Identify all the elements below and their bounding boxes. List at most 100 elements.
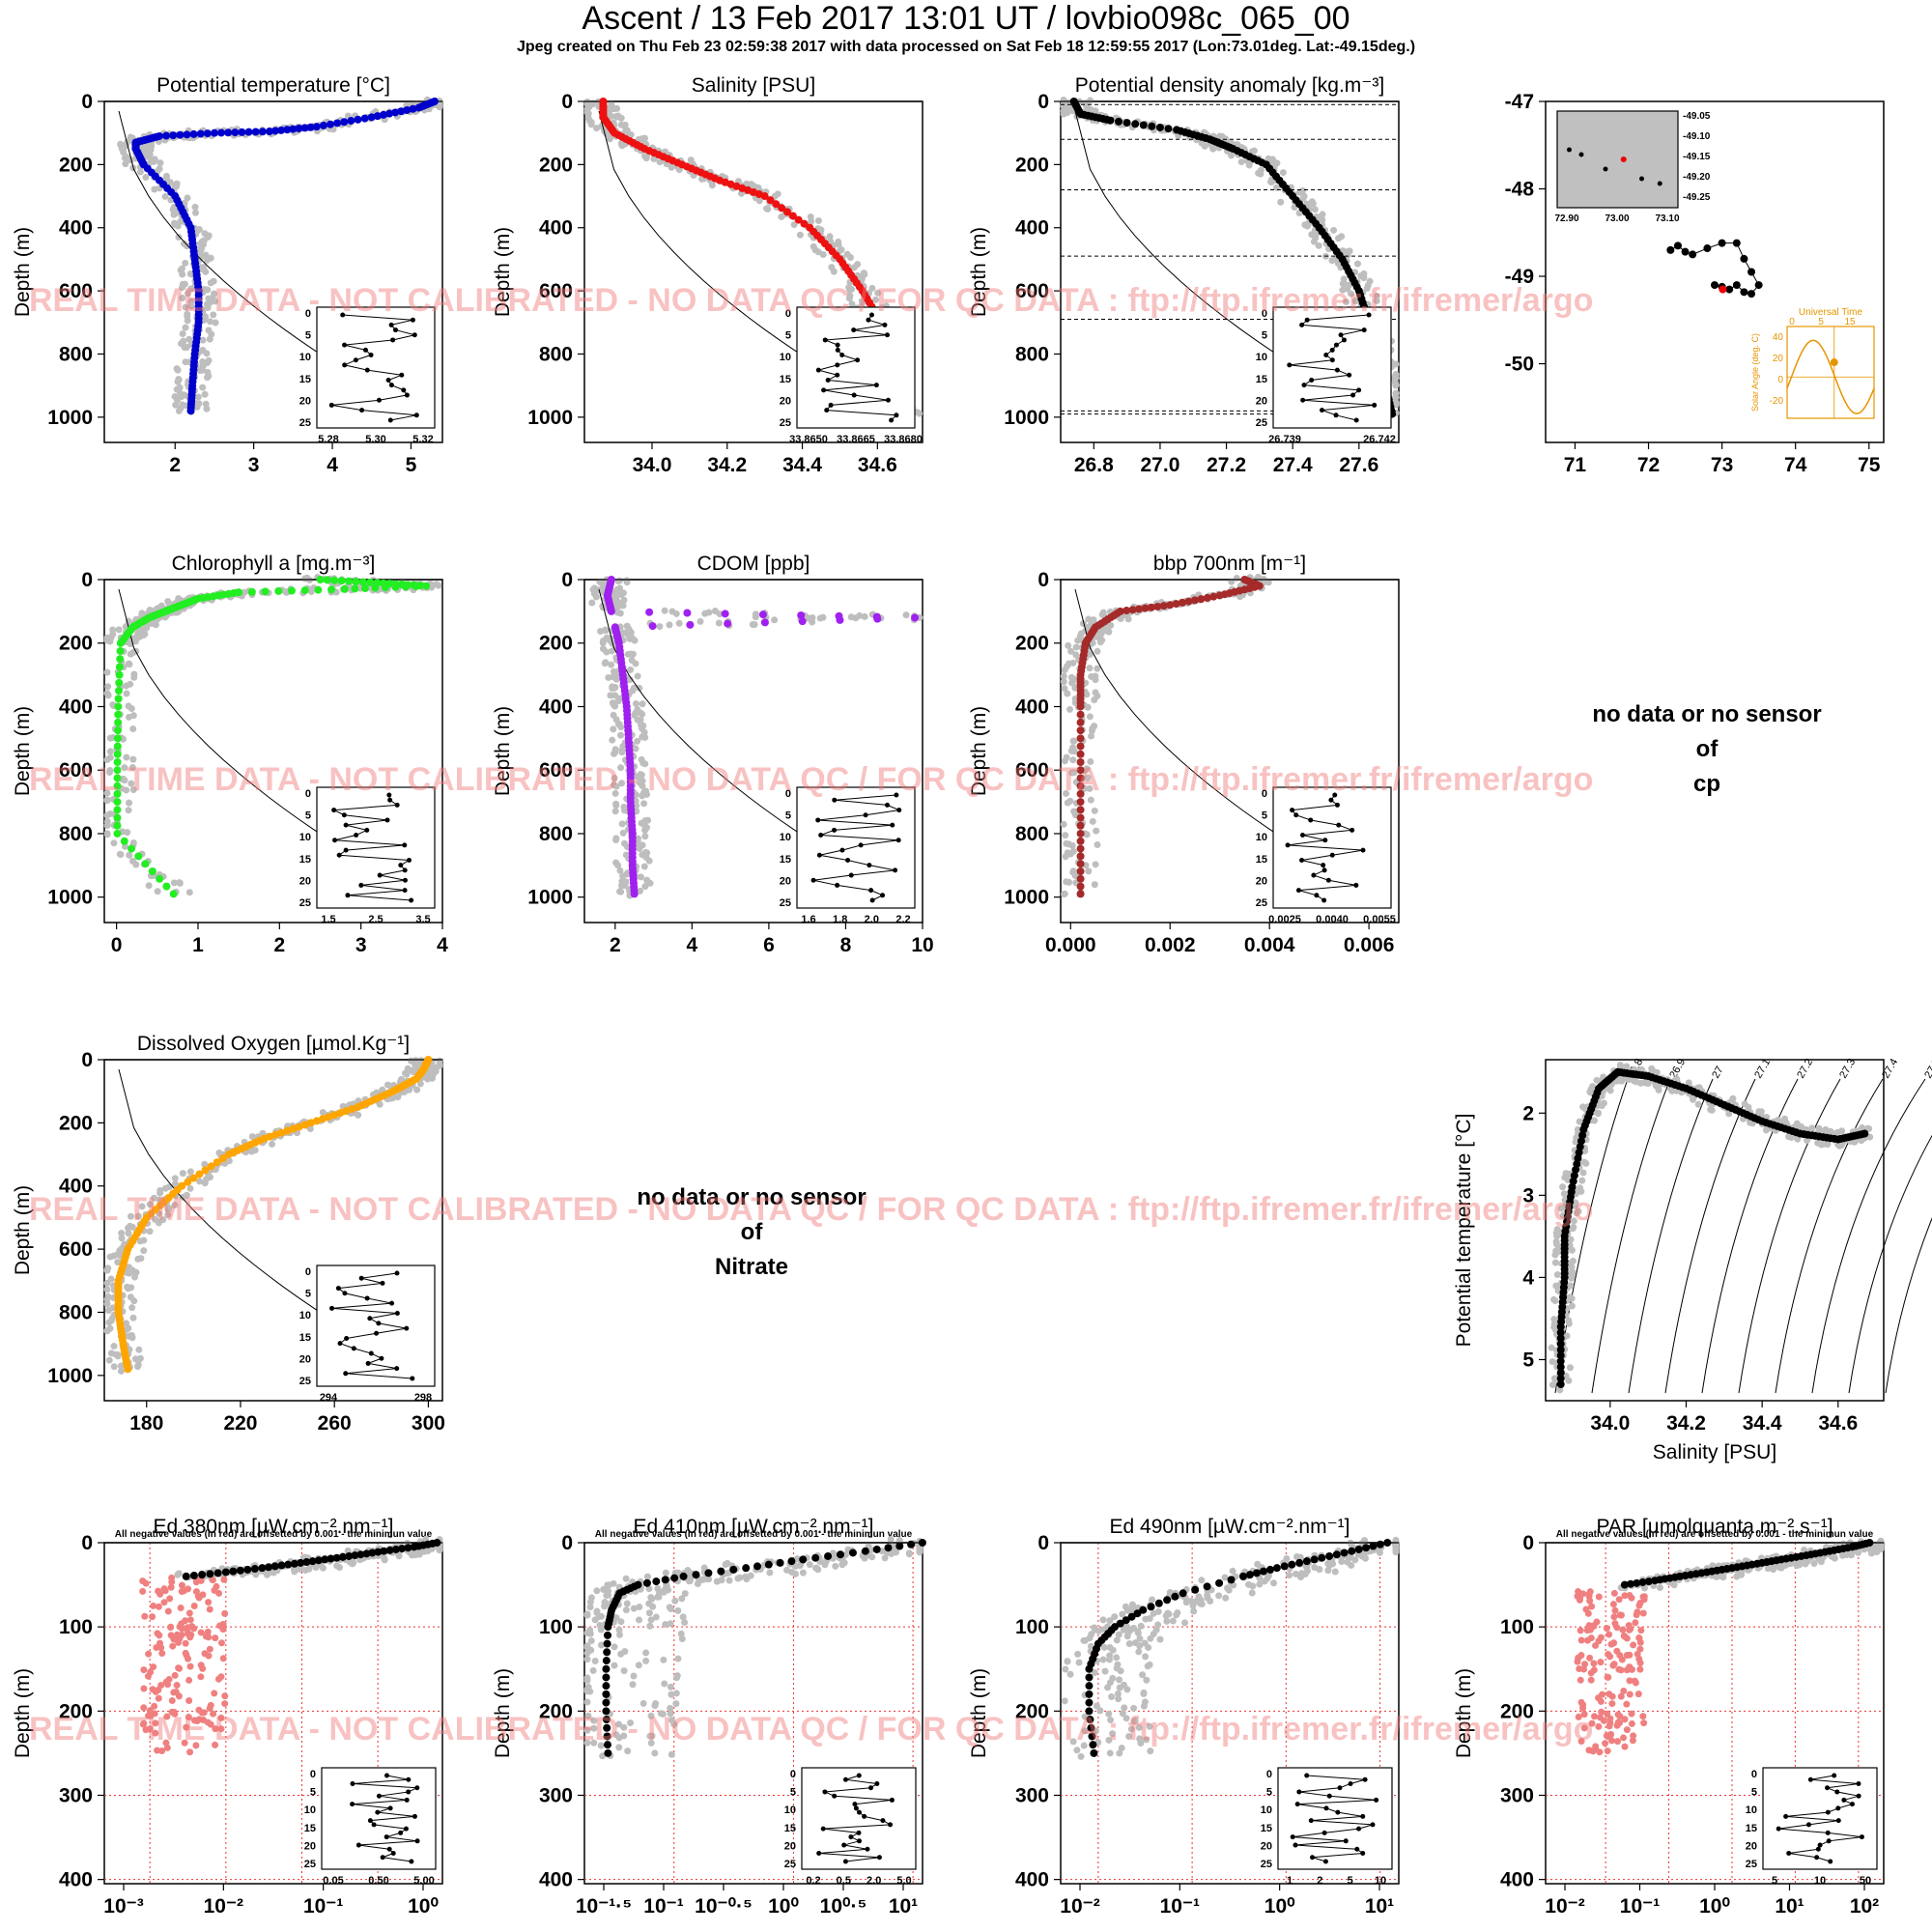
oxy-inset-xtick-label: 298 xyxy=(414,1392,432,1404)
ed380-negative-point xyxy=(160,1599,168,1606)
ed380-negative-point xyxy=(158,1649,166,1657)
ed380-negative-point xyxy=(163,1744,171,1751)
temp-profile-point xyxy=(327,120,335,128)
sal-history-point xyxy=(764,205,772,213)
ed380-negative-point xyxy=(153,1643,160,1651)
cdom-profile-point xyxy=(607,607,615,615)
dens-inset-ytick-label: 20 xyxy=(1256,395,1267,407)
oxy-history-point xyxy=(155,1219,162,1227)
chl-history-point xyxy=(121,764,128,772)
sal-profile-point xyxy=(778,204,786,213)
temp-profile-point xyxy=(289,125,298,133)
cdom-history-point xyxy=(640,863,648,870)
temp-profile-point xyxy=(333,119,342,128)
solar-ytick-label: -20 xyxy=(1770,396,1784,407)
ts-history-point xyxy=(1575,1208,1582,1215)
solar-xtick-label: 5 xyxy=(1818,317,1824,327)
oxy-history-point xyxy=(117,1367,125,1375)
sal-inset-segment xyxy=(867,314,872,321)
dens-history-point xyxy=(1392,381,1400,388)
bbp-history-point xyxy=(1060,820,1067,828)
traj-xtick-label: 74 xyxy=(1784,454,1807,476)
dens-history-point xyxy=(1342,298,1350,305)
sal-history-point xyxy=(835,238,842,245)
sal-inset-ytick-label: 0 xyxy=(785,308,791,320)
dens-history-point xyxy=(1299,186,1307,194)
dens-history-point xyxy=(1330,226,1338,234)
temp-history-point xyxy=(202,268,210,275)
ed410-history-point xyxy=(887,1536,895,1544)
traj-panel: 71 72 73 74 75-47-48-49-50-49.05-49.10-49.15… xyxy=(1505,91,1885,476)
traj-inset-xtick-label: 73.10 xyxy=(1655,213,1679,224)
temp-profile-point xyxy=(196,129,205,138)
bbp-profile-point xyxy=(1076,774,1085,782)
chl-profile-point xyxy=(114,695,123,703)
ts-history-point xyxy=(1600,1099,1607,1107)
ed380-negative-point xyxy=(141,1612,149,1620)
chl-profile-point xyxy=(274,586,283,595)
dens-ytick-label: 0 xyxy=(1037,91,1049,113)
temp-inset-segment xyxy=(390,325,396,330)
ed380-negative-point xyxy=(142,1579,150,1587)
cdom-history-point xyxy=(639,700,646,708)
chl-history-point xyxy=(145,882,153,890)
solar-ytick-label: 40 xyxy=(1773,332,1784,343)
cdom-inset-ytick-label: 20 xyxy=(780,875,791,887)
sal-xtick-label: 34.4 xyxy=(782,454,822,476)
ed380-negative-point xyxy=(178,1588,185,1596)
oxy-history-point xyxy=(140,1236,148,1244)
bbp-profile-point xyxy=(1076,813,1085,822)
cdom-history-point xyxy=(612,835,620,842)
temp-profile-point xyxy=(319,121,327,129)
temp-history-point xyxy=(201,390,209,398)
sal-history-point xyxy=(755,197,763,205)
temp-history-point xyxy=(148,143,156,151)
ts-history-point xyxy=(1568,1263,1576,1270)
chl-profile-point xyxy=(345,577,354,585)
dens-inset-segment xyxy=(1325,355,1333,361)
dens-inset-ytick-label: 10 xyxy=(1256,352,1267,363)
ed380-negative-point xyxy=(146,1725,154,1733)
chl-profile-point xyxy=(113,774,122,782)
ed380-negative-point xyxy=(186,1748,194,1756)
cdom-history-point xyxy=(617,724,625,731)
sal-profile-point xyxy=(766,196,775,205)
sal-inset-segment xyxy=(818,369,838,376)
ed380-history-point xyxy=(381,1556,388,1564)
temp-history-point xyxy=(194,393,202,401)
temp-ylabel: Depth (m) xyxy=(12,227,34,317)
ts-history-point xyxy=(1559,1183,1567,1191)
ed380-negative-point xyxy=(168,1708,176,1716)
temp-inset-segment xyxy=(391,384,404,391)
chl-profile-point xyxy=(116,639,125,647)
chl-history-point xyxy=(128,780,135,787)
bbp-xtick-label: 0.004 xyxy=(1244,934,1295,956)
ed380-negative-point xyxy=(163,1713,171,1720)
chl-xtick-label: 2 xyxy=(273,934,285,956)
cdom-history-point xyxy=(617,888,625,895)
cdom-xtick-label: 10 xyxy=(911,934,933,956)
ts-history-point xyxy=(1808,1124,1816,1132)
bbp-history-point xyxy=(1091,723,1098,730)
sal-ytick-label: 800 xyxy=(539,343,573,365)
oxy-history-point xyxy=(125,1332,132,1340)
sal-ylabel: Depth (m) xyxy=(492,227,514,317)
temp-history-point xyxy=(175,407,183,414)
temp-profile-point xyxy=(354,115,362,124)
oxy-ytick-label: 400 xyxy=(59,1176,93,1198)
cdom-history-point xyxy=(634,672,641,680)
ed380-history-point xyxy=(174,1571,182,1578)
bbp-ytick-label: 400 xyxy=(1015,696,1049,718)
chl-inset-ytick-label: 20 xyxy=(299,875,311,887)
oxy-history-point xyxy=(110,1363,118,1371)
temp-profile-point xyxy=(176,130,185,139)
dens-inset-segment xyxy=(1289,364,1338,371)
chl-profile-point xyxy=(261,587,270,596)
temp-history-point xyxy=(212,319,219,327)
chl-profile-point xyxy=(156,874,164,883)
oxy-history-point xyxy=(171,1201,179,1208)
chl-history-point xyxy=(125,807,132,814)
traj-inset-point xyxy=(1657,181,1662,186)
ed380-inset-ytick-label: 20 xyxy=(304,1840,316,1852)
chl-profile-point xyxy=(113,806,122,814)
